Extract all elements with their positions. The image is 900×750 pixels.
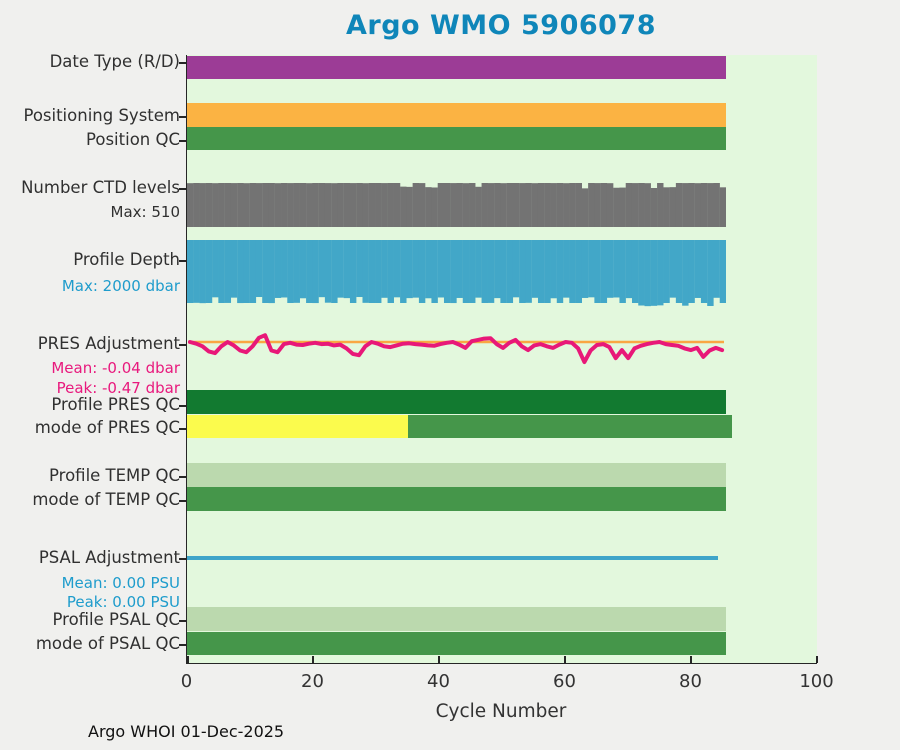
x-tick-label: 0 [180, 671, 193, 692]
date-type-bar [187, 56, 726, 79]
label-depth-max: Max: 2000 dbar [61, 277, 180, 295]
label-pres-mean: Mean: -0.04 dbar [51, 359, 180, 377]
label-psal-mean: Mean: 0.00 PSU [61, 574, 180, 592]
ctd-levels-bars [187, 183, 726, 227]
y-tick [179, 558, 186, 560]
page-title: Argo WMO 5906078 [346, 10, 656, 41]
profile-psal-qc-bar [187, 607, 726, 631]
profile-pres-qc-bar [187, 390, 726, 414]
psal-adjustment-line [187, 556, 718, 560]
label-psal-adjustment: PSAL Adjustment [38, 548, 180, 567]
qc-segment [187, 415, 411, 438]
label-profile-temp-qc: Profile TEMP QC [49, 466, 180, 485]
label-mode-pres-qc: mode of PRES QC [34, 418, 180, 437]
x-tick-label: 80 [679, 671, 702, 692]
x-tick-label: 20 [301, 671, 324, 692]
x-tick [187, 656, 189, 663]
x-tick [690, 656, 692, 663]
y-tick [179, 260, 186, 262]
label-psal-peak: Peak: 0.00 PSU [66, 593, 180, 611]
x-tick [312, 656, 314, 663]
label-ctd-max: Max: 510 [110, 203, 180, 221]
qc-segment [407, 415, 732, 438]
mode-pres-qc-bar [187, 415, 732, 438]
label-profile-depth: Profile Depth [73, 250, 180, 269]
y-tick [179, 188, 186, 190]
label-pres-peak: Peak: -0.47 dbar [56, 379, 180, 397]
profile-depth-bars [187, 240, 726, 307]
label-positioning-system: Positioning System [23, 106, 180, 125]
label-pres-adjustment: PRES Adjustment [37, 334, 180, 353]
y-tick [179, 344, 186, 346]
credit-text: Argo WHOI 01-Dec-2025 [88, 722, 285, 741]
label-date-type: Date Type (R/D) [49, 52, 180, 71]
x-tick-label: 60 [553, 671, 576, 692]
x-tick-label: 100 [799, 671, 834, 692]
x-tick-label: 40 [427, 671, 450, 692]
y-tick [179, 620, 186, 622]
pres-adjustment-line [188, 333, 725, 364]
label-ctd-levels: Number CTD levels [21, 178, 180, 197]
x-tick [564, 656, 566, 663]
plot-area [186, 55, 818, 664]
y-tick [179, 644, 186, 646]
label-profile-pres-qc: Profile PRES QC [51, 395, 180, 414]
positioning-system-bar [187, 103, 726, 127]
label-profile-psal-qc: Profile PSAL QC [52, 610, 180, 629]
x-tick [438, 656, 440, 663]
label-mode-temp-qc: mode of TEMP QC [32, 490, 180, 509]
x-axis-label: Cycle Number [435, 701, 567, 722]
y-tick [179, 116, 186, 118]
y-tick [179, 62, 186, 64]
y-tick [179, 140, 186, 142]
mode-temp-qc-bar [187, 487, 726, 511]
mode-psal-qc-bar [187, 632, 726, 655]
y-tick [179, 405, 186, 407]
label-position-qc: Position QC [86, 130, 180, 149]
y-tick [179, 428, 186, 430]
y-tick [179, 500, 186, 502]
label-mode-psal-qc: mode of PSAL QC [35, 634, 180, 653]
profile-temp-qc-bar [187, 463, 726, 487]
position-qc-bar [187, 127, 726, 150]
y-tick [179, 476, 186, 478]
x-tick [816, 656, 818, 663]
